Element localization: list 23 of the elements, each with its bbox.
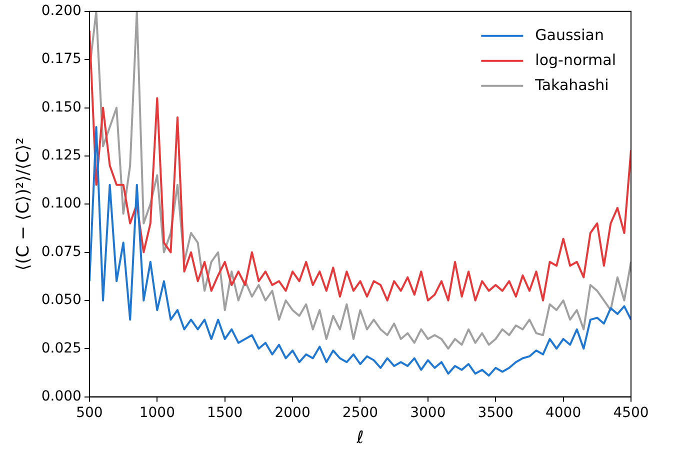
legend-label: Takahashi — [534, 76, 609, 94]
y-tick-label: 0.025 — [41, 340, 82, 356]
y-tick-label: 0.000 — [41, 388, 82, 404]
y-tick-label: 0.200 — [41, 3, 82, 20]
x-tick-label: 4000 — [545, 404, 582, 421]
y-tick-label: 0.175 — [41, 51, 82, 68]
y-axis-title: ⟨(C − ⟨C⟩)²⟩/⟨C⟩² — [14, 138, 34, 271]
y-tick-label: 0.150 — [41, 99, 82, 116]
x-tick-label: 1000 — [139, 404, 175, 421]
x-tick-label: 500 — [76, 404, 103, 421]
x-tick-label: 2500 — [342, 404, 378, 421]
x-tick-label: 1500 — [207, 404, 243, 421]
legend-label: Gaussian — [535, 26, 604, 44]
y-tick-label: 0.050 — [41, 292, 82, 308]
y-tick-label: 0.075 — [41, 244, 82, 260]
legend-label: log-normal — [535, 50, 616, 69]
y-tick-label: 0.125 — [41, 148, 82, 164]
x-tick-label: 3000 — [410, 404, 446, 421]
x-axis-title: ℓ — [356, 428, 364, 448]
x-tick-label: 4500 — [613, 404, 649, 421]
x-tick-label: 3500 — [478, 404, 514, 421]
x-tick-label: 2000 — [274, 404, 310, 421]
y-tick-label: 0.100 — [41, 196, 82, 212]
